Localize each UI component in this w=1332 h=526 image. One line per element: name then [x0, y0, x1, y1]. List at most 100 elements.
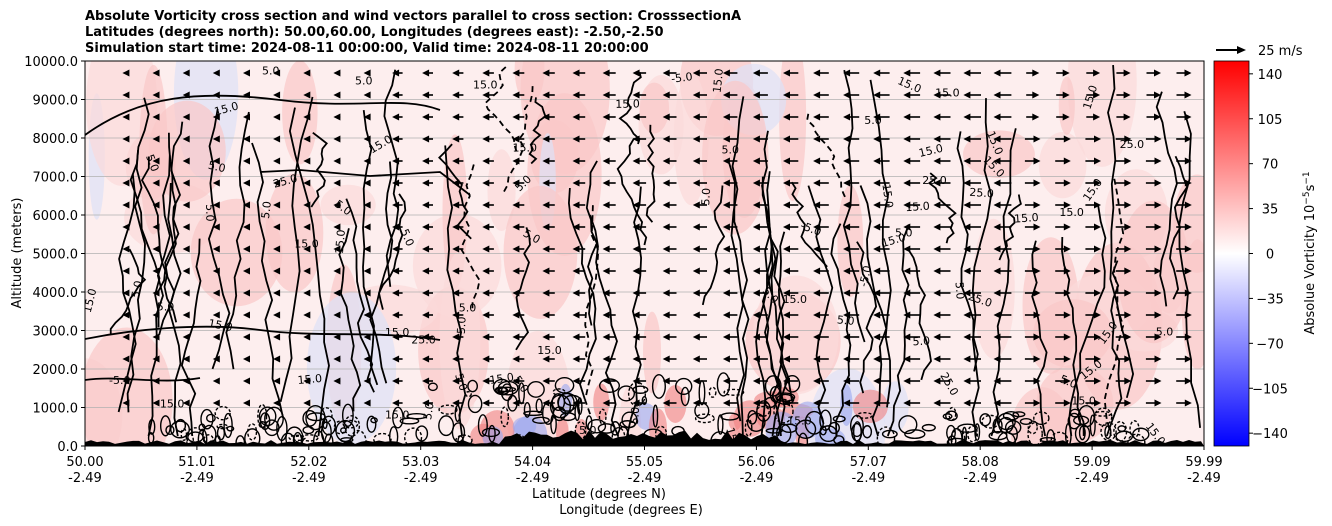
wind-vector-head [422, 135, 430, 143]
contour-label: 15.0 [880, 231, 907, 250]
contour-small [632, 385, 649, 394]
wind-vector-head [243, 91, 250, 99]
contour-small [1093, 410, 1112, 417]
wind-vector-head [152, 179, 160, 187]
wind-vector-head [1094, 179, 1101, 187]
contour-small [587, 418, 607, 434]
wind-vector-head [783, 355, 790, 363]
wind-vector-head [1184, 135, 1192, 143]
wind-vector-head [662, 201, 670, 209]
contour-small [500, 406, 510, 428]
contour-small [1132, 427, 1150, 442]
contour-small [1067, 412, 1081, 430]
wind-vector-head [692, 113, 700, 121]
contour-small [849, 414, 864, 438]
wind-vector-head [632, 355, 640, 363]
wind-vector-head [843, 113, 851, 121]
wind-vector-head [933, 289, 941, 297]
wind-vector-head [122, 267, 130, 275]
contour-small [598, 408, 607, 425]
wind-vector-head [452, 179, 460, 187]
wind-vector-head [1033, 289, 1041, 297]
wind-vector-head [632, 201, 640, 209]
wind-vector-head [813, 135, 821, 143]
contour-label: 25.0 [272, 172, 299, 191]
wind-vector-head [333, 113, 341, 121]
quiver-key-label: 25 m/s [1258, 44, 1303, 59]
wind-vector-head [873, 91, 881, 99]
wind-vector-head [662, 179, 670, 187]
wind-vector-head [243, 311, 250, 319]
wind-vector-head [903, 245, 911, 253]
wind-vector-head [212, 201, 220, 209]
wind-vector-head [692, 201, 700, 209]
wind-vector-head [752, 245, 760, 253]
contour-label: 15.0 [489, 371, 515, 387]
contour-label: 15.0 [333, 229, 348, 255]
wind-vector-head [813, 289, 821, 297]
wind-vector-head [1063, 267, 1071, 275]
wind-vector-head [122, 311, 130, 319]
wind-vector-head [452, 113, 460, 121]
wind-vector-head [903, 135, 911, 143]
x-tick-label-latitude: 59.99 [1185, 455, 1222, 470]
wind-vector-head [903, 399, 911, 407]
wind-vector-head [813, 91, 821, 99]
wind-vector-head [572, 311, 580, 319]
contour-small [258, 406, 277, 427]
contour-label: -5.0 [670, 70, 693, 86]
wind-vector-head [363, 201, 371, 209]
wind-vector-head [602, 179, 610, 187]
wind-vector-head [333, 289, 341, 297]
contour-small [773, 398, 794, 424]
wind-vector-head [572, 289, 580, 297]
wind-vector-head [1154, 135, 1162, 143]
contour-positive [140, 156, 178, 323]
wind-vector-head [662, 289, 670, 297]
wind-vector-head [813, 377, 821, 385]
contour-positive [927, 172, 957, 244]
contour-small [247, 423, 258, 441]
wind-vector-head [333, 311, 341, 319]
wind-vector-head [333, 399, 341, 407]
wind-vector-head [1094, 333, 1101, 341]
contour-small [744, 418, 753, 437]
contour-small [652, 404, 659, 428]
contour-small [764, 375, 782, 397]
contour-negative [584, 205, 600, 416]
contour-small [781, 423, 798, 434]
wind-vector-head [963, 113, 971, 121]
contour-small [341, 403, 354, 427]
wind-vector-head [542, 135, 550, 143]
x-tick-label-longitude: -2.49 [404, 471, 438, 486]
wind-vector-head [752, 135, 760, 143]
wind-vector-head [212, 377, 220, 385]
wind-vector-head [722, 355, 730, 363]
wind-vector-head [333, 355, 341, 363]
x-tick-label-latitude: 55.05 [626, 455, 663, 470]
wind-vector-head [1154, 179, 1162, 187]
wind-vector-head [602, 377, 610, 385]
wind-vector-head [602, 113, 610, 121]
contour-small [264, 419, 280, 437]
wind-vector-head [243, 245, 250, 253]
wind-vector-head [843, 69, 851, 77]
wind-vector-head [963, 245, 971, 253]
wind-vector-head [542, 157, 550, 165]
contour-small [597, 423, 616, 434]
wind-vector-head [692, 399, 700, 407]
wind-vector-head [303, 157, 311, 165]
contour-small [180, 428, 188, 442]
contour-small [775, 392, 796, 402]
wind-vector-head [152, 113, 160, 121]
wind-vector-head [933, 245, 941, 253]
wind-vector-head [873, 377, 881, 385]
wind-vector-head [1093, 91, 1101, 99]
wind-vector-head [482, 91, 490, 99]
wind-vector-head [873, 157, 881, 165]
wind-vector-head [783, 333, 790, 341]
contour-label: 15.0 [473, 79, 498, 92]
vorticity-patch [852, 389, 888, 423]
wind-vector-head [1094, 245, 1101, 253]
contour-small [942, 413, 953, 420]
